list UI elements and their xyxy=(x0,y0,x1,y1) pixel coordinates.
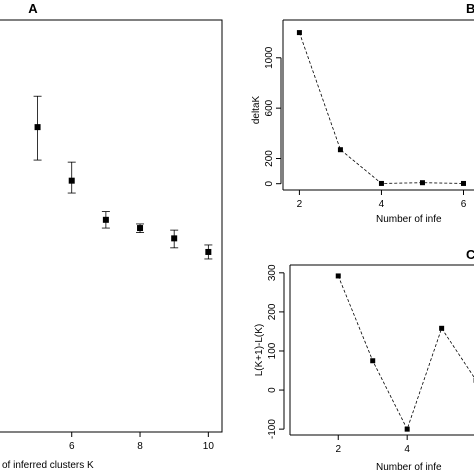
panel-b-y-tick-label: 1000 xyxy=(264,46,275,69)
panel-a-error-bars xyxy=(33,95,213,260)
panel-b-x-tick-label: 2 xyxy=(297,199,303,210)
panel-c-axes xyxy=(289,264,474,436)
panel-a-x-tick-label: 10 xyxy=(203,441,215,452)
panel-c-y-ticks: -100 0 100 200 300 xyxy=(267,264,285,439)
panel-c-y-axis-label: L(K+1)-L(K) xyxy=(254,324,265,377)
panel-c-point xyxy=(404,426,410,432)
panel-c-y-tick-label: -100 xyxy=(267,419,278,439)
panel-b-x-ticks: 2 4 6 xyxy=(297,190,467,210)
panel-b-point xyxy=(337,147,343,153)
panel-c-y-tick-label: 0 xyxy=(267,387,278,393)
panel-a-point xyxy=(171,235,178,242)
panel-b-axes xyxy=(282,19,474,191)
panel-a-plot-frame xyxy=(0,19,223,433)
panel-b-point xyxy=(419,180,425,186)
panel-a-point xyxy=(68,177,75,184)
panel-b-y-ticks: 0 200 600 1000 xyxy=(264,46,282,186)
panel-b-point xyxy=(296,30,302,36)
panel-a-x-tick-label: 8 xyxy=(137,441,143,452)
panel-b-y-tick-label: 600 xyxy=(264,99,275,116)
panel-c-x-tick-label: 2 xyxy=(335,444,341,455)
panel-c-series-line xyxy=(337,275,474,431)
panel-a-x-ticks: 6 8 10 xyxy=(69,432,214,452)
panel-a-letter: A xyxy=(28,1,38,16)
panel-b-x-axis-label: Number of infe xyxy=(376,214,442,225)
panel-b-points xyxy=(296,30,466,186)
panel-c-point xyxy=(335,273,341,279)
panel-c-points xyxy=(335,273,474,432)
panel-a-point xyxy=(34,124,41,131)
panel-b-y-tick-label: 200 xyxy=(264,150,275,167)
panel-b-y-tick-label: 0 xyxy=(264,180,275,186)
panel-b-y-axis-label: deltaK xyxy=(251,95,262,124)
panel-b: B 0 200 600 1000 2 4 6 deltaK Number of infe xyxy=(251,1,474,225)
panel-c-y-tick-label: 300 xyxy=(267,264,278,281)
panel-a-point xyxy=(205,248,212,255)
panel-a: A 6 8 10 of inferred clusters K xyxy=(0,1,223,471)
panel-c-x-axis-label: Number of infe xyxy=(376,462,442,473)
panel-a-points xyxy=(34,124,212,255)
panel-c-x-tick-label: 4 xyxy=(404,444,410,455)
panel-c-y-tick-label: 100 xyxy=(267,342,278,359)
panel-c-y-tick-label: 200 xyxy=(267,303,278,320)
panel-a-point xyxy=(137,225,144,232)
panel-b-series-line xyxy=(299,32,464,184)
panel-a-x-tick-label: 6 xyxy=(69,441,75,452)
panel-a-point xyxy=(102,216,109,223)
panel-b-x-tick-label: 6 xyxy=(461,199,467,210)
panel-b-letter: B xyxy=(466,1,474,16)
panel-c-point xyxy=(439,325,445,331)
panel-b-point xyxy=(378,180,384,186)
panel-b-x-tick-label: 4 xyxy=(379,199,385,210)
panel-a-x-axis-label: of inferred clusters K xyxy=(2,460,94,471)
panel-c-letter: C xyxy=(466,247,474,262)
panel-b-point xyxy=(460,180,466,186)
panel-c-point xyxy=(370,358,376,364)
